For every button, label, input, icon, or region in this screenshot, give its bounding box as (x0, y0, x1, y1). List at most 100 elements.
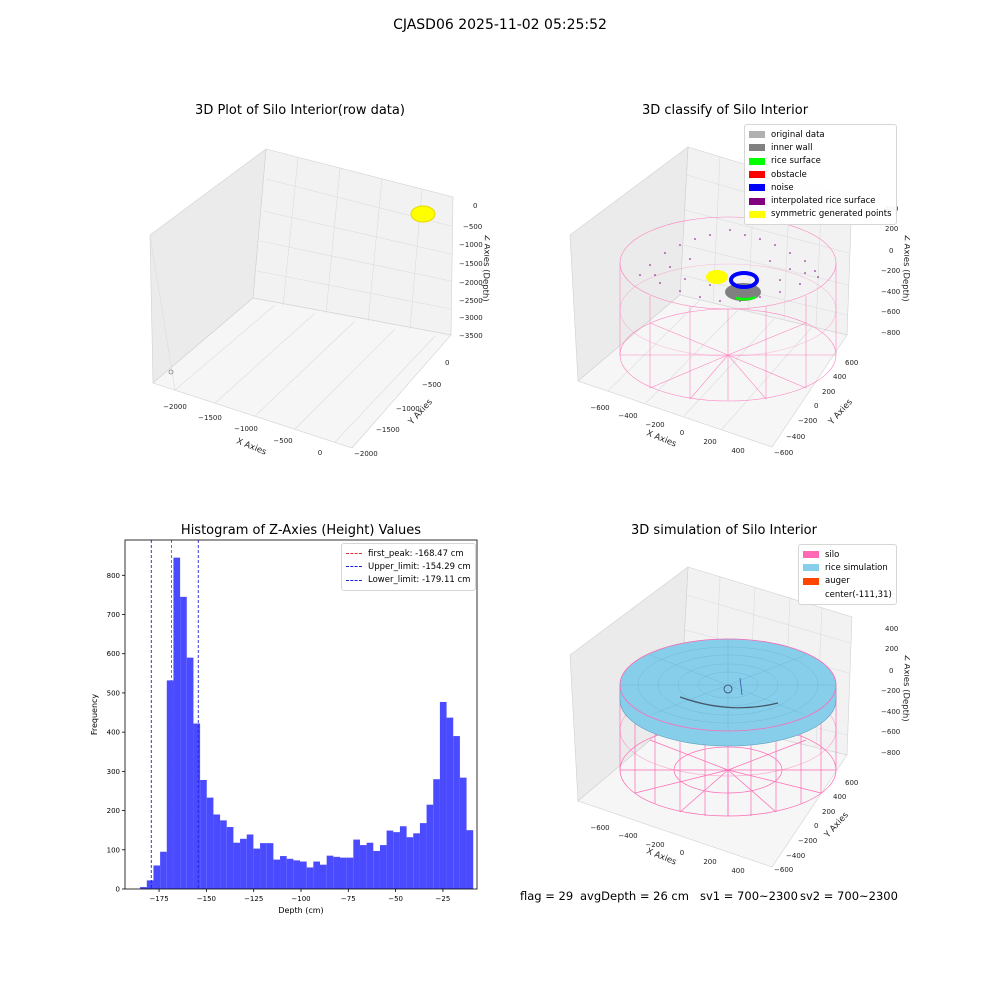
plot4-xtick: −400 (618, 832, 637, 840)
histogram-bar (246, 834, 254, 889)
histogram-bar (213, 814, 221, 889)
plot2-xtick: −600 (590, 404, 609, 412)
histogram-xtick-label: −75 (341, 895, 356, 903)
plot1-xtick: 0 (318, 449, 322, 457)
plot1-xtick: −500 (273, 437, 292, 445)
legend-label: obstacle (771, 169, 807, 180)
legend-item: center(-111,31) (803, 588, 892, 601)
legend-label: center(-111,31) (825, 589, 892, 600)
plot4-legend: silo rice simulation auger center(-111,3… (798, 544, 897, 606)
plot4-title: 3D simulation of Silo Interior (631, 523, 817, 538)
histogram-bar (280, 856, 287, 889)
histogram-ytick-label: 0 (116, 886, 120, 894)
histogram-xtick-label: −175 (149, 895, 168, 903)
plot4-ytick: −200 (798, 837, 817, 845)
histogram-xtick-label: −50 (388, 895, 403, 903)
legend-label: interpolated rice surface (771, 196, 876, 207)
plot2-zlabel: Z Axies (Depth) (900, 235, 910, 302)
histogram-bar (266, 843, 274, 889)
histogram-ylabel: Frequency (90, 694, 99, 736)
histogram-bar (399, 826, 407, 889)
histogram-ytick-label: 300 (107, 768, 120, 776)
histogram-bar (153, 865, 161, 889)
histogram-bar (220, 820, 227, 889)
legend-label: auger (825, 576, 850, 587)
legend-item: rice surface (749, 155, 892, 168)
histogram-bar (273, 859, 281, 889)
histogram-bar (326, 855, 334, 889)
histogram-bar (293, 860, 301, 889)
legend-swatch (749, 144, 765, 152)
legend-swatch (749, 131, 765, 139)
histogram-bar (233, 842, 241, 889)
plot2-interpolated-surface (639, 229, 819, 302)
histogram-chart: −175 −150 −125 −100 −75 −50 −25 0 100 200 300 400 50… (90, 539, 478, 915)
plot4-xtick: 0 (680, 849, 684, 857)
plot2-legend: original data inner wall rice surface ob… (744, 124, 897, 226)
histogram-bar (180, 596, 187, 889)
plot1-ztick: −1000 (459, 241, 483, 249)
legend-swatch (803, 551, 819, 559)
plot2-ztick: 0 (889, 247, 893, 255)
histogram-bar (200, 779, 207, 889)
histogram-legend: first_peak: -168.47 cm Upper_limit: -154… (341, 543, 476, 591)
plot4-ztick: −800 (881, 749, 900, 757)
histogram-bar (413, 833, 420, 889)
histogram-bar (160, 851, 167, 889)
histogram-bar (419, 823, 427, 889)
plot1-ztick: −2000 (459, 279, 483, 287)
legend-swatch (346, 566, 362, 568)
legend-item: interpolated rice surface (749, 194, 892, 207)
plot2-title: 3D classify of Silo Interior (641, 103, 809, 118)
plot2-ztick: −800 (881, 329, 900, 337)
histogram-bar (333, 856, 340, 889)
histogram-bar (260, 843, 267, 889)
plot1-ztick: −1500 (459, 260, 483, 268)
histogram-bar (140, 887, 147, 889)
plot4-ztick: −600 (881, 728, 900, 736)
histogram-bar (173, 557, 181, 889)
histogram-bar (313, 861, 321, 889)
histogram-bar (306, 867, 314, 889)
legend-item: auger (803, 575, 892, 588)
legend-label: Lower_limit: -179.11 cm (368, 575, 471, 586)
flag-text: flag = 29 (520, 889, 574, 903)
legend-swatch (803, 591, 819, 598)
plot2-xtick: −400 (618, 412, 637, 420)
plot4-ytick: 400 (833, 793, 846, 801)
plot1-title: 3D Plot of Silo Interior(row data) (195, 103, 405, 118)
histogram-frame (124, 539, 478, 890)
histogram-bar (426, 804, 434, 889)
plot1-ytick: 0 (445, 359, 449, 367)
plot2-ytick: 200 (822, 388, 835, 396)
plot2-rice-surface-cluster (735, 295, 757, 301)
histogram-bar (286, 858, 294, 889)
plot1-xtick: −2000 (163, 403, 187, 411)
histogram-bar (459, 777, 467, 889)
histogram-bar (339, 857, 347, 889)
plot2-ytick: 400 (833, 373, 846, 381)
histogram-bar (186, 657, 194, 889)
plot2-xlabel: X Axies (645, 429, 678, 450)
histogram-xtick-label: −125 (244, 895, 263, 903)
histogram-bar (353, 839, 360, 889)
legend-label: rice simulation (825, 562, 888, 573)
plot4-xtick: −200 (645, 841, 664, 849)
histogram-bar (320, 864, 327, 889)
histogram-bar (433, 779, 440, 889)
histogram-bar (373, 850, 380, 889)
histogram-bar (226, 827, 234, 889)
histogram-bar (253, 848, 261, 889)
plot1-xtick: −1500 (198, 414, 222, 422)
plot2-ztick: −200 (881, 267, 900, 275)
plot4-ytick: 0 (814, 822, 818, 830)
histogram-bar (346, 857, 354, 889)
plot4-xtick: −600 (590, 824, 609, 832)
plot4-xtick: 200 (703, 858, 716, 866)
plot2-xtick: 200 (703, 438, 716, 446)
histogram-xtick-label: −25 (436, 895, 451, 903)
sv2-text: sv2 = 700~2300 (800, 889, 898, 903)
plot4-zlabel: Z Axies (Depth) (900, 655, 910, 722)
plot4-ytick: −600 (774, 866, 793, 874)
plot4-ztick: −200 (881, 687, 900, 695)
